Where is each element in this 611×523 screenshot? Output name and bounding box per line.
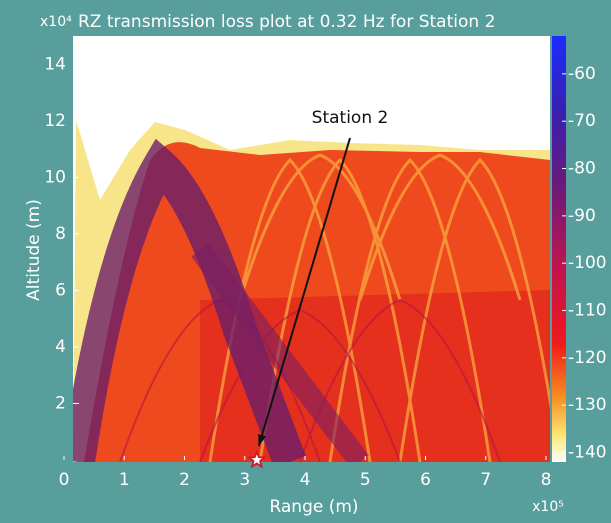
y-multiplier: x10⁴ <box>40 14 72 30</box>
colorbar-tick-label: -140 <box>568 443 607 463</box>
y-tick-label: 6 <box>55 280 66 300</box>
x-tick-label: 3 <box>239 470 250 490</box>
y-tick-label: 2 <box>55 393 66 413</box>
y-tick-label: 10 <box>44 167 66 187</box>
y-tick-label: 4 <box>55 337 66 357</box>
colorbar-tick-label: -120 <box>568 348 607 368</box>
colorbar-tick-label: -110 <box>568 301 607 321</box>
y-tick-label: 12 <box>44 111 66 131</box>
x-tick-label: 5 <box>360 470 371 490</box>
colorbar-tick-label: -60 <box>568 64 596 84</box>
y-tick-label: 8 <box>55 224 66 244</box>
colorbar-tick-label: -100 <box>568 253 607 273</box>
chart-title: RZ transmission loss plot at 0.32 Hz for… <box>78 12 495 32</box>
colorbar <box>552 36 566 462</box>
colorbar-tick-label: -80 <box>568 159 596 179</box>
heatmap-field <box>73 36 550 462</box>
x-tick-label: 8 <box>541 470 552 490</box>
arrow-head <box>258 434 266 446</box>
colorbar-tick-label: -70 <box>568 111 596 131</box>
x-tick-label: 4 <box>300 470 311 490</box>
x-multiplier: x10⁵ <box>532 499 564 515</box>
x-tick-label: 0 <box>59 470 70 490</box>
x-axis-label: Range (m) <box>269 497 358 517</box>
colorbar-tick-label: -90 <box>568 206 596 226</box>
station-marker <box>246 449 267 469</box>
colorbar-tick-label: -130 <box>568 395 607 415</box>
x-tick-label: 6 <box>420 470 431 490</box>
y-axis-label: Altitude (m) <box>24 199 44 301</box>
x-tick-label: 2 <box>179 470 190 490</box>
x-tick-label: 1 <box>119 470 130 490</box>
x-tick-label: 7 <box>480 470 491 490</box>
annotation-label: Station 2 <box>312 108 389 128</box>
annotation-arrow <box>257 137 351 447</box>
y-tick-label: 14 <box>44 54 66 74</box>
